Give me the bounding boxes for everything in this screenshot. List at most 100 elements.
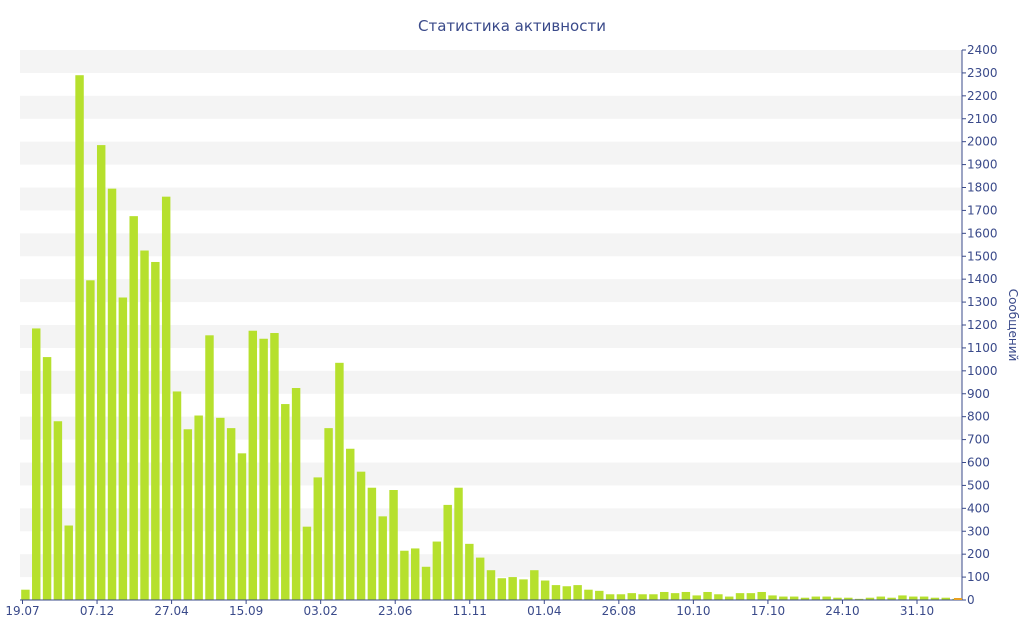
bar: [833, 597, 842, 600]
bar: [216, 417, 225, 600]
bar: [248, 330, 258, 600]
bar: [367, 487, 377, 600]
y-tick-label: 1800: [967, 181, 998, 195]
grid-band: [20, 325, 962, 348]
grid-band: [20, 95, 962, 119]
bar: [854, 598, 864, 600]
bar: [746, 593, 756, 601]
bar: [508, 577, 517, 600]
x-tick-label: 17.10: [751, 604, 785, 618]
x-tick-label: 27.04: [154, 604, 188, 618]
bar: [909, 596, 918, 600]
x-tick-label: 10.10: [676, 604, 710, 618]
y-tick-label: 1000: [967, 364, 998, 378]
y-tick-label: 500: [967, 478, 990, 492]
bar: [562, 586, 572, 600]
bar: [519, 579, 528, 601]
bar: [660, 591, 669, 600]
grid-band: [20, 508, 962, 532]
bar: [270, 333, 279, 600]
bar: [172, 391, 182, 600]
bar: [259, 338, 268, 600]
bar: [421, 566, 431, 600]
bar: [194, 415, 203, 600]
y-tick-label: 300: [967, 524, 990, 538]
bar: [465, 543, 474, 600]
bar: [573, 585, 582, 600]
y-tick-label: 1500: [967, 249, 998, 263]
bar: [324, 428, 333, 601]
bar: [356, 471, 366, 600]
x-tick-label: 23.06: [378, 604, 412, 618]
bar: [32, 328, 41, 600]
bar: [432, 541, 442, 600]
bar: [692, 595, 701, 600]
y-tick-label: 2400: [967, 43, 998, 57]
bar: [183, 429, 193, 600]
bar: [551, 585, 561, 600]
bar: [941, 597, 950, 600]
bar: [64, 525, 73, 600]
bar: [75, 75, 84, 600]
bar: [930, 597, 940, 600]
bar: [595, 590, 604, 600]
bar: [670, 593, 680, 601]
y-tick-label: 2100: [967, 112, 998, 126]
bar: [107, 188, 117, 600]
background-bands: [20, 50, 962, 578]
x-tick-label: 11.11: [453, 604, 487, 618]
x-tick-label: 31.10: [900, 604, 934, 618]
bar-series: [21, 75, 961, 601]
bar: [714, 594, 723, 600]
bar: [302, 526, 312, 600]
bar: [291, 388, 301, 600]
bar: [129, 216, 138, 600]
bar: [638, 594, 647, 600]
bar: [735, 593, 745, 601]
grid-band: [20, 141, 962, 165]
y-tick-label: 200: [967, 547, 990, 561]
x-tick-label: 01.04: [527, 604, 561, 618]
bar: [584, 589, 593, 600]
bar: [281, 404, 290, 600]
bar: [335, 362, 344, 600]
y-tick-label: 1200: [967, 318, 998, 332]
chart-title: Статистика активности: [418, 17, 606, 35]
bar: [151, 261, 160, 600]
bar: [844, 597, 853, 600]
x-tick-label: 07.12: [80, 604, 114, 618]
bar: [779, 596, 788, 600]
bar: [865, 597, 875, 600]
y-tick-label: 1600: [967, 226, 998, 240]
y-tick-label: 1300: [967, 295, 998, 309]
bar: [486, 570, 496, 600]
bar: [540, 580, 550, 600]
y-tick-label: 700: [967, 433, 990, 447]
y-tick-label: 600: [967, 456, 990, 470]
bar: [497, 578, 507, 600]
y-tick-label: 2000: [967, 135, 998, 149]
bar: [410, 548, 420, 600]
bar: [757, 591, 766, 600]
bar: [53, 421, 63, 600]
y-tick-label: 2300: [967, 66, 998, 80]
y-tick-label: 800: [967, 410, 990, 424]
grid-band: [20, 187, 962, 211]
grid-band: [20, 370, 962, 394]
bar: [530, 570, 539, 600]
bar: [724, 596, 734, 600]
bar: [226, 428, 236, 601]
grid-band: [20, 462, 962, 486]
bar: [237, 453, 247, 600]
y-tick-label: 900: [967, 387, 990, 401]
bar: [378, 516, 387, 600]
bar: [86, 280, 95, 600]
bar: [605, 594, 615, 600]
bar: [118, 297, 128, 600]
grid-band: [20, 50, 962, 73]
bar: [789, 596, 799, 600]
bar: [811, 596, 821, 600]
bar: [616, 594, 626, 600]
